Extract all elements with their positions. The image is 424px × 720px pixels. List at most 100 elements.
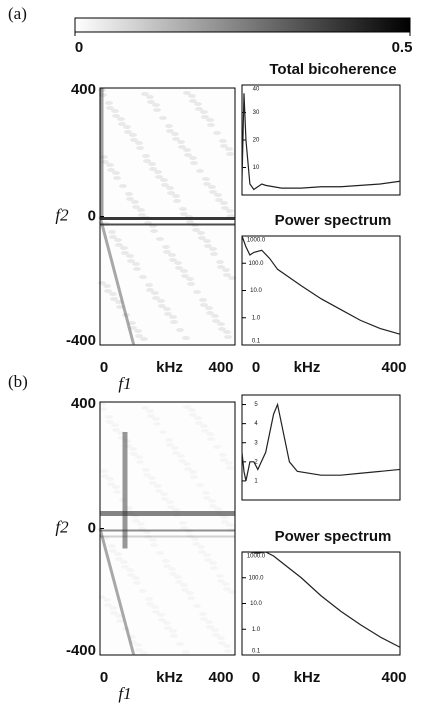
- heatmap-texture: [199, 612, 207, 616]
- heatmap-texture: [165, 438, 173, 442]
- heatmap-texture: [142, 154, 150, 158]
- heatmap-texture: [162, 245, 170, 249]
- heatmap-texture: [101, 474, 109, 478]
- heatmap-texture: [115, 557, 123, 561]
- heatmap-texture: [189, 413, 197, 417]
- heatmap-texture: [180, 526, 188, 530]
- heatmap-texture: [103, 284, 111, 288]
- heatmap-texture: [113, 176, 121, 180]
- heatmap-texture: [170, 634, 178, 638]
- heatmap-texture: [223, 587, 231, 591]
- heatmap-texture: [137, 208, 145, 212]
- heatmap-texture: [133, 581, 141, 585]
- heatmap-texture: [134, 329, 142, 333]
- heatmap-texture: [98, 402, 106, 406]
- y-axis-label: f2: [55, 517, 69, 536]
- heatmap-texture: [139, 275, 147, 279]
- heatmap-texture: [145, 283, 153, 287]
- heatmap-texture: [187, 282, 195, 286]
- heatmap-texture: [148, 162, 156, 166]
- heatmap-texture: [129, 133, 137, 137]
- heatmap-texture: [98, 281, 106, 285]
- heatmap-texture: [161, 497, 169, 501]
- heatmap-texture: [166, 186, 174, 190]
- heatmap-texture: [112, 171, 120, 175]
- heatmap-texture: [153, 108, 161, 112]
- heatmap-texture: [186, 277, 194, 281]
- heatmap-texture: [172, 137, 180, 141]
- y-tick-label: -400: [66, 332, 96, 349]
- chart-title: Power spectrum: [275, 212, 392, 229]
- heatmap-texture: [204, 244, 212, 248]
- heatmap-texture: [216, 260, 224, 264]
- heatmap-texture: [167, 191, 175, 195]
- heatmap-texture: [149, 481, 157, 485]
- heatmap-texture: [190, 161, 198, 165]
- heatmap-texture: [180, 269, 188, 273]
- heatmap-texture: [152, 103, 160, 107]
- heatmap-texture: [174, 261, 182, 265]
- heatmap-texture: [189, 99, 197, 103]
- heatmap-texture: [106, 106, 114, 110]
- chart-title: Total bicoherence: [269, 61, 396, 78]
- heatmap-texture: [157, 299, 165, 303]
- heatmap-texture: [178, 459, 186, 463]
- data-line: [241, 93, 401, 191]
- heatmap-texture: [183, 405, 191, 409]
- heatmap-texture: [168, 253, 176, 257]
- heatmap-texture: [112, 428, 120, 432]
- heatmap-texture: [201, 115, 209, 119]
- heatmap-texture: [111, 109, 119, 113]
- heatmap-texture: [220, 144, 228, 148]
- heatmap-texture: [171, 132, 179, 136]
- heatmap-texture: [109, 292, 117, 296]
- heatmap-texture: [173, 199, 181, 203]
- heatmap-texture: [175, 266, 183, 270]
- heatmap-texture: [226, 152, 234, 156]
- heatmap-texture: [164, 312, 172, 316]
- y-tick-label: 100.0: [248, 261, 264, 267]
- heatmap-texture: [110, 611, 118, 615]
- heatmap-texture: [205, 306, 213, 310]
- heatmap-texture: [109, 235, 117, 239]
- heatmap-texture: [147, 414, 155, 418]
- heatmap-texture: [223, 273, 231, 277]
- heatmap-texture: [136, 460, 144, 464]
- heatmap-texture: [167, 505, 175, 509]
- heatmap-texture: [166, 443, 174, 447]
- heatmap-texture: [182, 336, 190, 340]
- heatmap-texture: [218, 641, 226, 645]
- y-tick-label: 1.0: [252, 315, 261, 321]
- heatmap-texture: [158, 618, 166, 622]
- heatmap-texture: [193, 290, 201, 294]
- y-tick-label: -400: [66, 642, 96, 659]
- y-tick-label: 400: [71, 395, 96, 412]
- heatmap-texture: [132, 519, 140, 523]
- heatmap-texture: [113, 490, 121, 494]
- heatmap-texture: [155, 489, 163, 493]
- heatmap-texture: [199, 298, 207, 302]
- plot-frame: [241, 394, 401, 501]
- heatmap-texture: [99, 407, 107, 411]
- y-tick-label: 100.0: [248, 575, 264, 581]
- heatmap-texture: [100, 469, 108, 473]
- heatmap-texture: [132, 262, 140, 266]
- heatmap-texture: [108, 544, 116, 548]
- heatmap-texture: [179, 521, 187, 525]
- y-axis-label: f2: [55, 205, 69, 224]
- y-tick-label: 1000.0: [247, 238, 266, 244]
- heatmap-texture: [106, 163, 114, 167]
- heatmap-texture: [125, 192, 133, 196]
- heatmap-texture: [208, 185, 216, 189]
- heatmap-texture: [180, 212, 188, 216]
- heatmap-texture: [169, 572, 177, 576]
- heatmap-texture: [190, 475, 198, 479]
- y-tick-label: 400: [71, 81, 96, 98]
- tick-label: 0.5: [392, 39, 413, 56]
- heatmap-texture: [203, 182, 211, 186]
- heatmap-texture: [222, 268, 230, 272]
- y-tick-label: 1: [254, 478, 258, 484]
- x-tick-label: 400: [381, 359, 406, 376]
- heatmap-texture: [143, 159, 151, 163]
- heatmap-texture: [219, 453, 227, 457]
